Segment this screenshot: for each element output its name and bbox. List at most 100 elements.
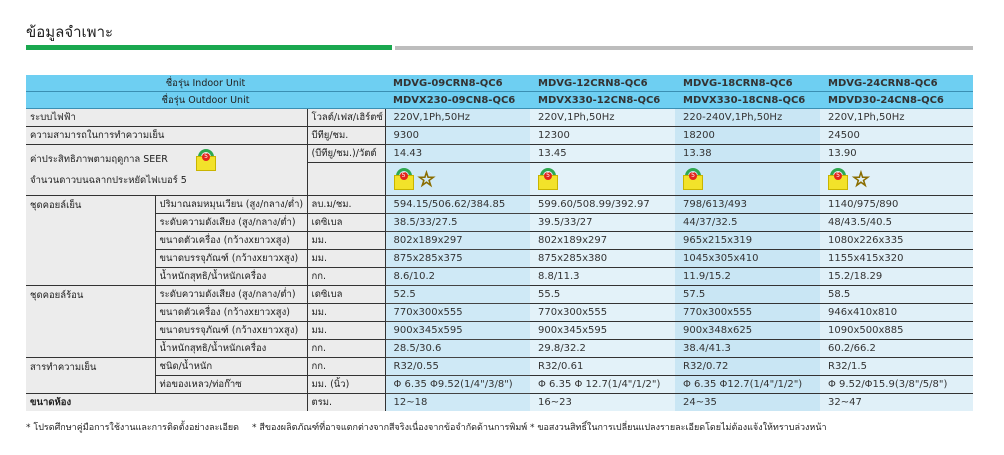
spec-row: สารทำความเย็น ชนิด/น้ำหนัก กก. R32/0.55 R32/… bbox=[26, 357, 973, 394]
value: Φ 6.35 Φ9.52(1/4"/3/8") bbox=[385, 375, 530, 394]
item-label: ขนาดบรรจุภัณฑ์ (กว้างxยาวxสูง) bbox=[155, 321, 308, 340]
value: 29.8/32.2 bbox=[530, 339, 675, 358]
value: 770x300x555 bbox=[530, 303, 675, 322]
indoor-model: MDVG-24CRN8-QC6 bbox=[820, 75, 973, 92]
value: 900x348x625 bbox=[675, 321, 820, 340]
value: 1080x226x335 bbox=[820, 231, 973, 250]
capacity-label: ความสามารถในการทำความเย็น bbox=[26, 126, 308, 145]
seer-value: 14.43 bbox=[385, 144, 530, 163]
value: 12~18 bbox=[385, 393, 530, 411]
title-underline-accent bbox=[26, 45, 392, 50]
energy-label-icon: 5 bbox=[393, 168, 414, 190]
item-label: ปริมาณลมหมุนเวียน (สูง/กลาง/ต่ำ) bbox=[155, 195, 308, 214]
value: 9300 bbox=[385, 126, 530, 145]
item-label: ขนาดบรรจุภัณฑ์ (กว้างxยาวxสูง) bbox=[155, 249, 308, 268]
value: 220V,1Ph,50Hz bbox=[530, 108, 675, 127]
spec-table: ชื่อรุ่น Indoor Unit MDVG-09CRN8-QC6 MDVG-… bbox=[26, 75, 973, 411]
item-label: ท่อของเหลว/ท่อก๊าซ bbox=[155, 375, 308, 394]
unit: มม. bbox=[307, 249, 386, 268]
unit: กก. bbox=[307, 339, 386, 358]
seer-label: ค่าประสิทธิภาพตามฤดูกาล SEER จำนวนดาวบนฉล… bbox=[26, 144, 308, 196]
value: 900x345x595 bbox=[530, 321, 675, 340]
unit: มม. (นิ้ว) bbox=[307, 375, 386, 394]
value: 875x285x380 bbox=[530, 249, 675, 268]
spec-row: ขนาดบรรจุภัณฑ์ (กว้างxยาวxสูง) มม. 900x345… bbox=[26, 321, 973, 340]
footnote: * โปรดศึกษาคู่มือการใช้งานและการติดตั้งอ… bbox=[26, 423, 240, 433]
item-label: ระดับความดังเสียง (สูง/กลาง/ต่ำ) bbox=[155, 285, 308, 304]
value: 1090x500x885 bbox=[820, 321, 973, 340]
energy-label-cell: 5 bbox=[530, 162, 675, 196]
value: 48/43.5/40.5 bbox=[820, 213, 973, 232]
group-label: ชุดคอยล์ร้อน bbox=[26, 285, 156, 358]
value: 875x285x375 bbox=[385, 249, 530, 268]
seer-value: 13.38 bbox=[675, 144, 820, 163]
value: 15.2/18.29 bbox=[820, 267, 973, 286]
unit-empty bbox=[307, 162, 386, 196]
value: 594.15/506.62/384.85 bbox=[385, 195, 530, 214]
outdoor-model: MDVD30-24CN8-QC6 bbox=[820, 91, 973, 109]
room-size-label: ขนาดห้อง bbox=[26, 393, 308, 411]
value: 16~23 bbox=[530, 393, 675, 411]
item-label: ขนาดตัวเครื่อง (กว้างxยาวxสูง) bbox=[155, 303, 308, 322]
page-title: ข้อมูลจำเพาะ bbox=[26, 23, 114, 41]
value: 44/37/32.5 bbox=[675, 213, 820, 232]
item-label: ขนาดตัวเครื่อง (กว้างxยาวxสูง) bbox=[155, 231, 308, 250]
power-label: ระบบไฟฟ้า bbox=[26, 108, 308, 127]
value: 220-240V,1Ph,50Hz bbox=[675, 108, 820, 127]
power-row: ระบบไฟฟ้า โวลต์/เฟส/เฮิร์ตซ์ 220V,1Ph,50Hz… bbox=[26, 108, 973, 127]
outdoor-model: MDVX330-18CN8-QC6 bbox=[675, 91, 820, 109]
unit: กก. bbox=[307, 357, 386, 376]
energy-label-cell: 5 bbox=[675, 162, 820, 196]
header-row: ชื่อรุ่น Indoor Unit MDVG-09CRN8-QC6 MDVG-… bbox=[26, 75, 973, 92]
unit: กก. bbox=[307, 267, 386, 286]
unit: มม. bbox=[307, 303, 386, 322]
energy-label-icon: 5 bbox=[683, 168, 703, 190]
value: 60.2/66.2 bbox=[820, 339, 973, 358]
value: 24~35 bbox=[675, 393, 820, 411]
indoor-model: MDVG-12CRN8-QC6 bbox=[530, 75, 675, 92]
unit: ลบ.ม/ชม. bbox=[307, 195, 386, 214]
capacity-row: ความสามารถในการทำความเย็น บีทียู/ชม. 9300 1… bbox=[26, 126, 973, 145]
star-icon: ☆ bbox=[417, 167, 436, 192]
value: 18200 bbox=[675, 126, 820, 145]
energy-label-icon: 5 bbox=[196, 149, 216, 171]
seer-value: 13.90 bbox=[820, 144, 973, 163]
unit: มม. bbox=[307, 321, 386, 340]
item-label: น้ำหนักสุทธิ/น้ำหนักเครื่อง bbox=[155, 339, 308, 358]
footnote: * ขอสงวนสิทธิ์ในการเปลี่ยนแปลงรายละเอียด… bbox=[530, 423, 827, 433]
stars-row: 5 ☆ 5 5 5 ☆ bbox=[26, 162, 973, 196]
value: 946x410x810 bbox=[820, 303, 973, 322]
outdoor-model: MDVX330-12CN8-QC6 bbox=[530, 91, 675, 109]
room-size-row: ขนาดห้อง ตรม. 12~18 16~23 24~35 32~47 bbox=[26, 393, 973, 411]
value: 28.5/30.6 bbox=[385, 339, 530, 358]
value: 1155x415x320 bbox=[820, 249, 973, 268]
unit: (บีทียู/ชม.)/วัตต์ bbox=[307, 144, 386, 163]
value: 39.5/33/27 bbox=[530, 213, 675, 232]
indoor-model: MDVG-18CRN8-QC6 bbox=[675, 75, 820, 92]
title-underline bbox=[395, 46, 973, 50]
spec-row: ชุดคอยล์ร้อน ระดับความดังเสียง (สูง/กลาง/… bbox=[26, 285, 973, 358]
energy-label-cell: 5 ☆ bbox=[820, 162, 973, 196]
seer-label-text: ค่าประสิทธิภาพตามฤดูกาล SEER bbox=[30, 154, 168, 165]
value: 1045x305x410 bbox=[675, 249, 820, 268]
spec-row: ชุดคอยล์เย็น ปริมาณลมหมุนเวียน (สูง/กลาง/… bbox=[26, 195, 973, 286]
spec-row: ระดับความดังเสียง (สูง/กลาง/ต่ำ) เดซิเบล 3… bbox=[26, 213, 973, 232]
unit: โวลต์/เฟส/เฮิร์ตซ์ bbox=[307, 108, 386, 127]
value: 8.8/11.3 bbox=[530, 267, 675, 286]
value: 58.5 bbox=[820, 285, 973, 304]
value: Φ 6.35 Φ 12.7(1/4"/1/2") bbox=[530, 375, 675, 394]
indoor-model-label: ชื่อรุ่น Indoor Unit bbox=[26, 75, 385, 92]
value: 802x189x297 bbox=[530, 231, 675, 250]
value: Φ 6.35 Φ12.7(1/4"/1/2") bbox=[675, 375, 820, 394]
value: 1140/975/890 bbox=[820, 195, 973, 214]
value: 770x300x555 bbox=[385, 303, 530, 322]
value: 220V,1Ph,50Hz bbox=[820, 108, 973, 127]
value: 599.60/508.99/392.97 bbox=[530, 195, 675, 214]
energy-label-icon: 5 bbox=[538, 168, 558, 190]
header-row: ชื่อรุ่น Outdoor Unit MDVX230-09CN8-QC6 MD… bbox=[26, 91, 973, 109]
value: 32~47 bbox=[820, 393, 973, 411]
spec-row: น้ำหนักสุทธิ/น้ำหนักเครื่อง กก. 8.6/10.2 8.… bbox=[26, 267, 973, 286]
unit: บีทียู/ชม. bbox=[307, 126, 386, 145]
value: 8.6/10.2 bbox=[385, 267, 530, 286]
item-label: ชนิด/น้ำหนัก bbox=[155, 357, 308, 376]
